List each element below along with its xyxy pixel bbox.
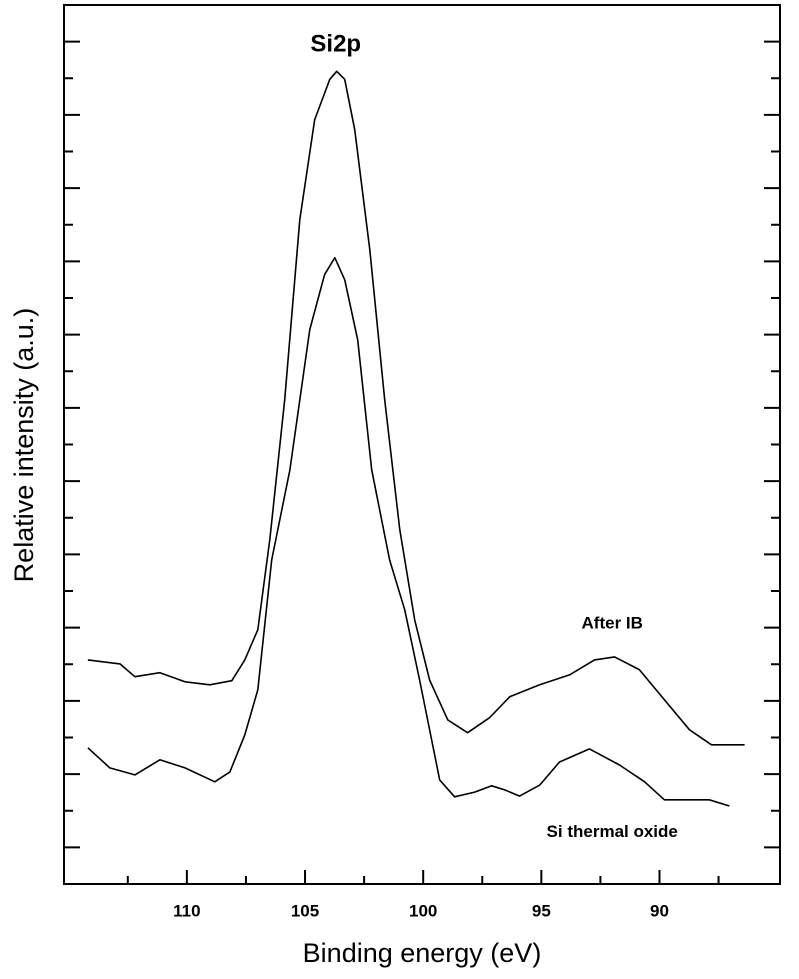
annotation: Si thermal oxide <box>547 822 678 841</box>
y-axis-label: Relative intensity (a.u.) <box>9 308 39 583</box>
series-line <box>87 70 745 746</box>
x-axis-label: Binding energy (eV) <box>303 938 542 968</box>
x-tick-label: 110 <box>173 901 200 920</box>
x-tick-label: 105 <box>291 901 319 920</box>
x-tick-label: 100 <box>409 901 437 920</box>
x-tick-label: 95 <box>532 901 551 920</box>
series-line <box>87 256 730 807</box>
annotation: Si2p <box>310 31 361 58</box>
annotation: After IB <box>582 613 643 632</box>
x-tick-label: 90 <box>650 901 669 920</box>
plot-frame <box>63 4 781 885</box>
